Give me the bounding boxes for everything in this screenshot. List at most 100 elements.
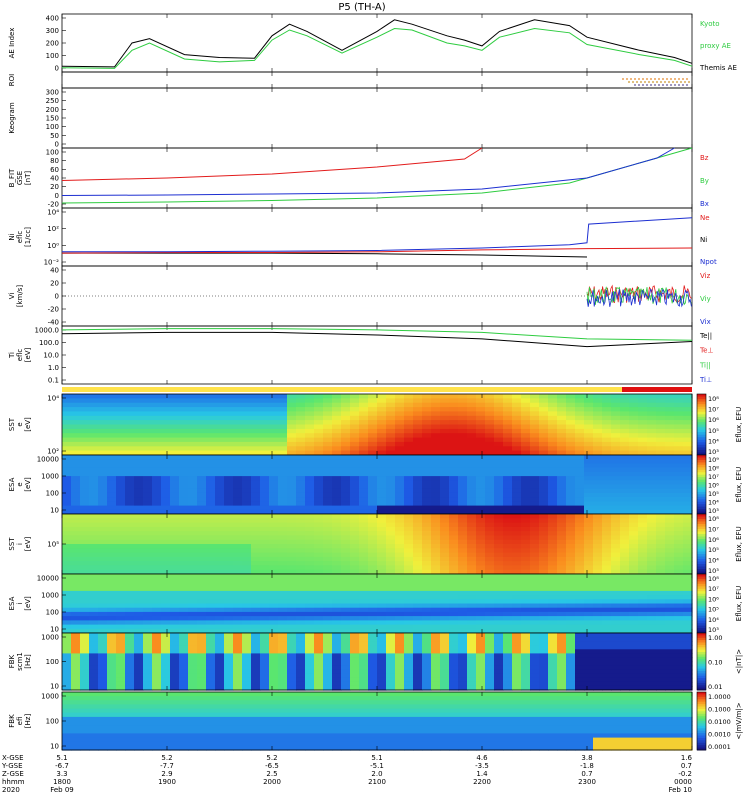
spectrogram-cell — [278, 595, 288, 600]
spectrogram-cell — [449, 526, 459, 532]
spectrogram-cell — [224, 590, 234, 596]
spectrogram-cell — [143, 459, 153, 464]
spectrogram-cell — [224, 492, 234, 498]
spectrogram-cell — [287, 433, 297, 439]
spectrogram-cell — [521, 665, 531, 671]
spectrogram-cell — [260, 624, 270, 630]
spectrogram-cell — [647, 514, 657, 519]
spectrogram-cell — [458, 556, 468, 562]
spectrogram-cell — [467, 407, 477, 413]
spectrogram-cell — [350, 599, 360, 605]
spectrogram-cell — [539, 398, 549, 404]
spectrogram-cell — [404, 433, 414, 439]
spectrogram-cell — [503, 467, 513, 473]
spectrogram-cell — [71, 561, 81, 566]
spectrogram-cell — [440, 394, 450, 399]
spectrogram-cell — [206, 497, 216, 502]
spectrogram-cell — [206, 677, 216, 683]
spectrogram-cell — [494, 574, 504, 579]
spectrogram-cell — [305, 677, 315, 683]
spectrogram-cell — [116, 420, 126, 426]
spectrogram-cell — [557, 480, 567, 486]
spectrogram-cell — [530, 595, 540, 600]
spectrogram-cell — [377, 611, 387, 617]
spectrogram-cell — [62, 624, 72, 630]
spectrogram-cell — [206, 624, 216, 630]
y-tick-label: 10⁻² — [44, 259, 60, 267]
spectrogram-cell — [431, 411, 441, 417]
spectrogram-cell — [440, 645, 450, 650]
spectrogram-cell — [503, 633, 513, 638]
spectrogram-cell — [638, 446, 648, 452]
spectrogram-cell — [80, 424, 90, 430]
spectrogram-cell — [575, 548, 585, 554]
spectrogram-cell — [647, 492, 657, 498]
spectrogram-cell — [620, 484, 630, 490]
spectrogram-cell — [674, 526, 684, 532]
spectrogram-cell — [665, 407, 675, 413]
spectrogram-cell — [422, 455, 432, 460]
spectrogram-cell — [629, 582, 639, 588]
spectrogram-cell — [233, 420, 243, 426]
spectrogram-cell — [521, 450, 531, 456]
spectrogram-cell — [170, 518, 180, 524]
spectrogram-cell — [656, 433, 666, 439]
spectrogram-cell — [449, 535, 459, 541]
spectrogram-cell — [71, 637, 81, 642]
spectrogram-cell — [143, 539, 153, 545]
spectrogram-cell — [98, 402, 108, 408]
spectrogram-cell — [476, 539, 486, 545]
spectrogram-cell — [314, 455, 324, 460]
spectrogram-cell — [494, 441, 504, 447]
spectrogram-cell — [224, 561, 234, 566]
spectrogram-cell — [188, 611, 198, 617]
spectrogram-cell — [260, 505, 270, 511]
spectrogram-cell — [395, 569, 405, 575]
spectrogram-cell — [458, 661, 468, 667]
spectrogram-cell — [404, 590, 414, 596]
spectrogram-cell — [80, 607, 90, 613]
spectrogram-cell — [638, 411, 648, 417]
spectrogram-cell — [611, 484, 621, 490]
spectrogram-cell — [233, 415, 243, 421]
spectrogram-cell — [539, 556, 549, 562]
spectrogram-cell — [296, 603, 306, 609]
spectrogram-cell — [575, 394, 585, 399]
spectrogram-cell — [629, 603, 639, 609]
spectrogram-cell — [422, 582, 432, 588]
spectrogram-cell — [602, 607, 612, 613]
spectrogram-cell — [179, 411, 189, 417]
spectrogram-cell — [251, 578, 261, 583]
spectrogram-cell — [611, 544, 621, 549]
spectrogram-cell — [620, 616, 630, 621]
y-tick-label: 40 — [50, 175, 59, 183]
spectrogram-cell — [206, 398, 216, 404]
spectrogram-cell — [467, 459, 477, 464]
spectrogram-cell — [611, 509, 621, 515]
spectrogram-cell — [341, 552, 351, 558]
spectrogram-cell — [62, 633, 72, 638]
spectrogram-cell — [377, 616, 387, 621]
spectrogram-cell — [476, 616, 486, 621]
spectrogram-cell — [143, 657, 153, 663]
spectrogram-cell — [413, 415, 423, 421]
spectrogram-cell — [98, 531, 108, 536]
spectrogram-cell — [674, 561, 684, 566]
spectrogram-cell — [611, 624, 621, 630]
spectrogram-cell — [368, 661, 378, 667]
spectrogram-cell — [350, 669, 360, 675]
spectrogram-cell — [296, 518, 306, 524]
spectrogram-cell — [449, 544, 459, 549]
spectrogram-cell — [278, 398, 288, 404]
spectrogram-cell — [584, 548, 594, 554]
spectrogram-cell — [368, 484, 378, 490]
spectrogram-cell — [260, 476, 270, 481]
spectrogram-cell — [251, 476, 261, 481]
spectrogram-cell — [449, 539, 459, 545]
spectrogram-cell — [665, 569, 675, 575]
spectrogram-cell — [116, 492, 126, 498]
spectrogram-cell — [269, 569, 279, 575]
spectrogram-cell — [611, 463, 621, 469]
spectrogram-cell — [62, 561, 72, 566]
spectrogram-cell — [197, 522, 207, 528]
